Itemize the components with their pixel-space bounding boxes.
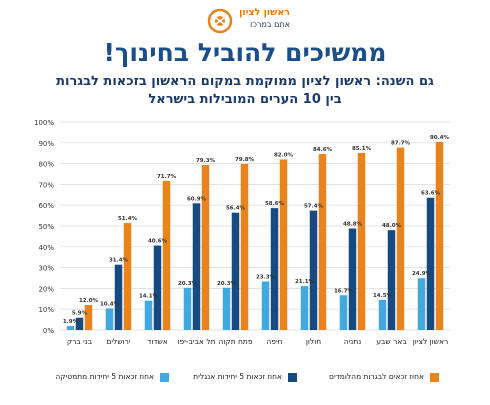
bar (378, 299, 387, 330)
value-label: 48.8% (343, 221, 363, 227)
page-title: ממשיכים להוביל בחינוך! (103, 38, 387, 67)
category-label: באר שבע (376, 337, 407, 346)
bar (192, 203, 201, 330)
legend-label: אחוז זכאות 5 יחידות אנגלית (193, 372, 282, 381)
value-label: 71.7% (157, 174, 177, 180)
y-tick-label: 70% (38, 181, 54, 189)
bar (318, 154, 327, 330)
bar (144, 300, 153, 330)
category-label: ירושלים (106, 337, 131, 346)
bar (222, 287, 231, 330)
value-label: 57.4% (304, 204, 324, 210)
bar (339, 295, 348, 330)
chart-bars (66, 141, 444, 330)
value-label: 60.9% (187, 196, 207, 202)
bar (387, 230, 396, 330)
legend-swatch (288, 373, 297, 382)
y-tick-label: 50% (38, 223, 54, 231)
value-label: 16.7% (334, 288, 354, 294)
value-label: 90.4% (430, 135, 450, 141)
value-label: 85.1% (352, 146, 372, 152)
bar (75, 317, 84, 330)
y-tick-label: 0% (43, 327, 54, 335)
bar (270, 208, 279, 330)
bar (105, 308, 114, 330)
value-label: 79.8% (235, 157, 255, 163)
subtitle-line-2: בין 10 הערים המובילות בישראל (148, 92, 342, 107)
logo-text: ראשון לציון (239, 7, 290, 18)
y-tick-label: 20% (38, 285, 54, 293)
value-labels: 24.9% 63.6% 90.4% 14.5% 48.0% 87.7% 16.7% 48.8%… (63, 135, 450, 325)
bar (114, 264, 123, 330)
bar (435, 141, 444, 330)
bar (153, 245, 162, 330)
bar (300, 286, 309, 330)
bar (261, 281, 270, 330)
value-label: 84.6% (313, 147, 333, 153)
value-label: 23.3% (256, 275, 276, 281)
y-tick-label: 80% (38, 161, 54, 169)
value-label: 48.0% (382, 223, 402, 229)
bar (66, 326, 75, 330)
subtitle-line-1: גם השנה: ראשון לציון ממוקמת במקום הראשון… (56, 74, 434, 89)
category-label: נתניה (344, 337, 362, 346)
y-tick-label: 30% (38, 265, 54, 273)
value-label: 1.9% (63, 319, 79, 325)
y-tick-label: 10% (38, 306, 54, 314)
bar (123, 223, 132, 330)
value-label: 82.0% (274, 152, 294, 158)
y-tick-label: 40% (38, 244, 54, 252)
value-label: 14.5% (373, 293, 393, 299)
value-label: 87.7% (391, 141, 411, 147)
bar (426, 197, 435, 330)
bar (357, 152, 366, 330)
value-label: 10.4% (100, 301, 120, 307)
category-labels: ראשון לציון באר שבע נתניה חולון חיפה פתח תקוה… (67, 337, 448, 346)
legend-swatch (160, 373, 169, 382)
bar (348, 228, 357, 330)
category-label: פתח תקוה (218, 337, 252, 346)
value-label: 56.4% (226, 206, 246, 212)
bar (417, 278, 426, 330)
bar (279, 159, 288, 330)
bar (201, 165, 210, 330)
category-label: חולון (306, 337, 321, 346)
bar (240, 164, 249, 330)
value-label: 58.6% (265, 201, 285, 207)
value-label: 31.4% (109, 258, 129, 264)
bar-chart: 0% 10% 20% 30% 40% 50% 60% 70% 80% 90% 100% 24.9% 6… (34, 119, 450, 346)
category-label: חיפה (266, 337, 282, 346)
value-label: 14.1% (139, 294, 159, 300)
value-label: 21.1% (295, 279, 315, 285)
value-label: 51.4% (118, 216, 138, 222)
logo-graphic (207, 8, 233, 34)
bar (162, 180, 171, 330)
bar (309, 210, 318, 330)
y-tick-label: 60% (38, 202, 54, 210)
value-label: 20.3% (178, 281, 198, 287)
y-tick-label: 90% (38, 140, 54, 148)
category-label: ראשון לציון (413, 337, 449, 346)
category-label: אשדוד (147, 337, 168, 346)
value-label: 12.0% (79, 298, 99, 304)
value-label: 40.6% (148, 239, 168, 245)
bar (396, 147, 405, 330)
legend-label: אחוז זכאים לבגרות מהלומדים (329, 372, 424, 381)
bar (84, 305, 93, 330)
y-axis-ticks: 0% 10% 20% 30% 40% 50% 60% 70% 80% 90% 100% (34, 119, 54, 335)
value-label: 5.9% (72, 311, 88, 317)
category-label: בני ברק (67, 337, 93, 346)
y-tick-label: 100% (34, 119, 54, 127)
category-label: תל אביב-יפו (177, 337, 215, 346)
value-label: 63.6% (421, 191, 441, 197)
value-label: 79.3% (196, 158, 216, 164)
value-label: 20.3% (217, 281, 237, 287)
bar (231, 212, 240, 330)
legend-swatch (430, 373, 439, 382)
logo-subtext: אתם במרכז (249, 20, 290, 29)
legend-label: אחוז זכאות 5 יחידות מתמטיקה (55, 372, 154, 381)
value-label: 24.9% (412, 271, 432, 277)
bar (183, 287, 192, 330)
